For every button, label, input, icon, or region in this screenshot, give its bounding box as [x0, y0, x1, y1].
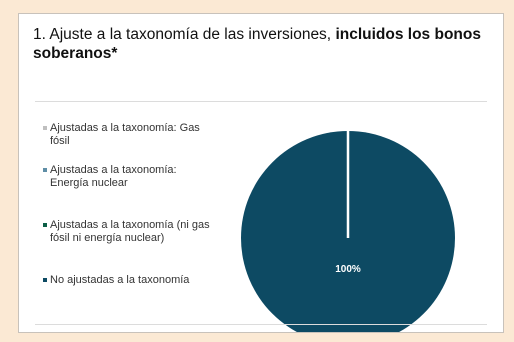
top-divider	[35, 101, 487, 102]
legend-swatch-energia-nuclear	[43, 168, 47, 172]
pie-chart: 100%	[241, 131, 455, 332]
legend-swatch-ni-gas-ni-nuclear	[43, 223, 47, 227]
legend-swatch-no-ajustadas	[43, 278, 47, 282]
legend-label-no-ajustadas: No ajustadas a la taxonomía	[50, 274, 190, 286]
legend-swatch-gas-fosil	[43, 126, 47, 130]
chart-panel: 1. Ajuste a la taxonomía de las inversio…	[18, 13, 504, 333]
legend-label-ni-gas-ni-nuclear: Ajustadas a la taxonomía (ni gas fósil n…	[50, 219, 210, 244]
chart-title-prefix: 1. Ajuste a la taxonomía de las inversio…	[33, 26, 336, 43]
chart-title-bold: incluidos los bonos soberanos*	[33, 26, 481, 62]
bottom-divider	[35, 324, 487, 325]
pie-data-label: 100%	[335, 264, 361, 275]
chart-title: 1. Ajuste a la taxonomía de las inversio…	[33, 25, 503, 63]
legend-label-gas-fosil: Ajustadas a la taxonomía: Gas fósil	[50, 122, 200, 147]
legend-label-energia-nuclear: Ajustadas a la taxonomía: Energía nuclea…	[50, 164, 177, 189]
